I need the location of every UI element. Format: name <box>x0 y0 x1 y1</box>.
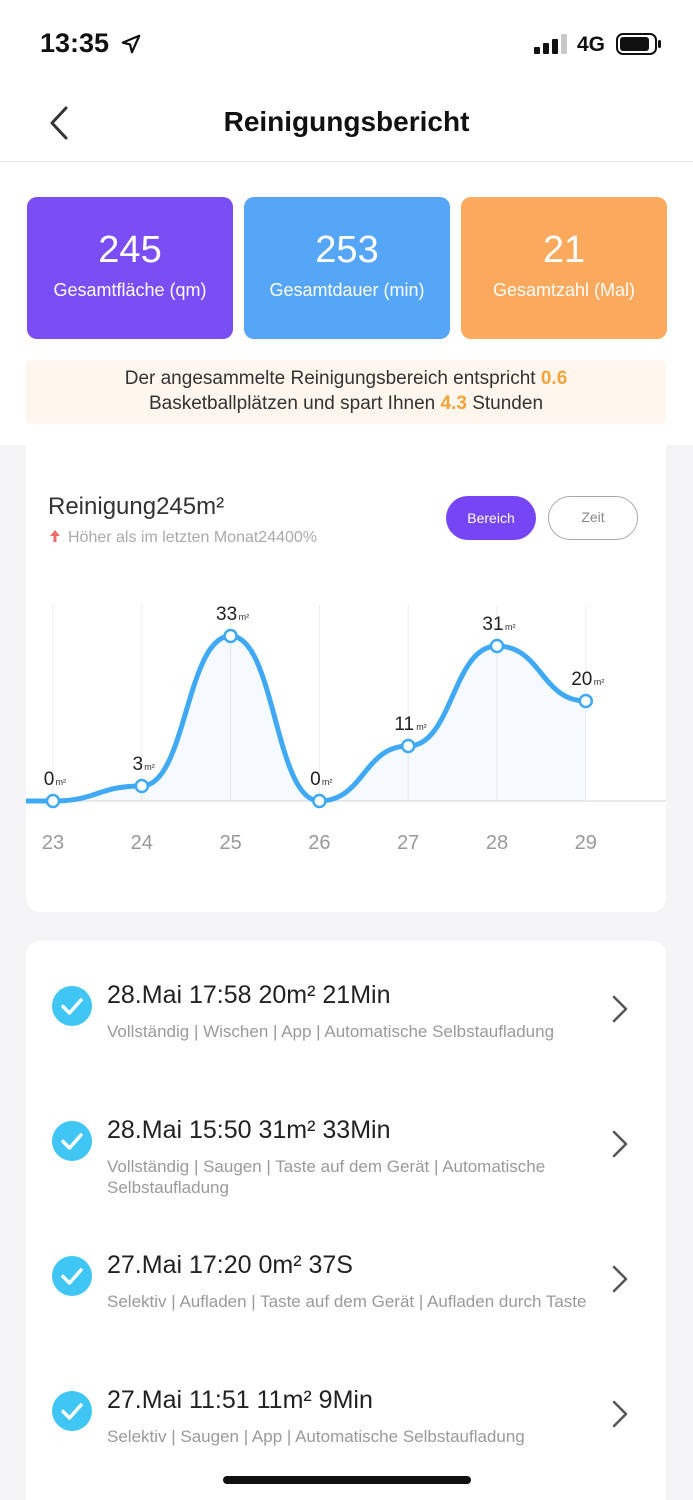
x-tick-label: 29 <box>575 832 597 854</box>
record-title: 28.Mai 17:58 20m² 21Min <box>107 981 391 1009</box>
chevron-right-icon <box>612 1400 628 1428</box>
stat-label: Gesamtdauer (min) <box>269 280 425 300</box>
stat-card-total-area: 245 Gesamtfläche (qm) <box>27 197 233 339</box>
back-button[interactable] <box>38 102 82 146</box>
x-tick-label: 24 <box>131 832 153 854</box>
data-label: 31 <box>482 614 503 635</box>
record-details: Selektiv | Saugen | App | Automatische S… <box>107 1427 525 1446</box>
x-tick-label: 28 <box>486 832 508 854</box>
stat-label: Gesamtfläche (qm) <box>53 280 207 300</box>
banner-text: Basketballplätzen und spart Ihnen <box>148 393 436 414</box>
record-details: Vollständig | Saugen | Taste auf dem Ger… <box>107 1157 546 1197</box>
data-point <box>45 793 61 809</box>
tab-time[interactable]: Zeit <box>548 496 638 540</box>
home-indicator <box>223 1476 471 1484</box>
network-type: 4G <box>577 33 606 56</box>
trend-up-icon <box>50 530 60 542</box>
tab-area[interactable]: Bereich <box>446 496 536 540</box>
check-circle-icon <box>52 1256 92 1296</box>
cellular-signal-icon <box>534 34 567 54</box>
series-area <box>26 636 586 801</box>
banner-text: Stunden <box>472 393 544 414</box>
record-title: 27.Mai 17:20 0m² 37S <box>107 1251 353 1279</box>
data-point <box>223 628 238 644</box>
records-list: 28.Mai 17:58 20m² 21Min Vollständig | Wi… <box>26 941 666 1500</box>
data-label-unit: m² <box>594 677 605 687</box>
record-details: Selektiv | Aufladen | Taste auf dem Gerä… <box>107 1292 587 1311</box>
navigation-bar: Reinigungsbericht <box>0 88 693 162</box>
check-circle-icon <box>52 1121 92 1161</box>
stat-label: Gesamtzahl (Mal) <box>492 280 636 300</box>
data-label: 11 <box>394 714 414 735</box>
status-bar: 13:35 4G <box>0 0 693 88</box>
data-label: 20 <box>571 669 592 690</box>
location-arrow-icon <box>121 34 141 54</box>
x-tick-label: 25 <box>219 832 241 854</box>
stat-card-total-duration: 253 Gesamtdauer (min) <box>244 197 450 339</box>
x-tick-label: 27 <box>397 832 419 854</box>
data-point <box>312 793 327 809</box>
x-tick-label: 26 <box>308 832 330 854</box>
record-details: Vollständig | Wischen | App | Automatisc… <box>107 1022 555 1041</box>
data-label-unit: m² <box>505 622 516 632</box>
stat-value: 21 <box>542 229 586 271</box>
info-banner: Der angesammelte Reinigungsbereich entsp… <box>26 360 666 424</box>
check-circle-icon <box>52 986 92 1026</box>
summary-section: 245 Gesamtfläche (qm) 253 Gesamtdauer (m… <box>0 162 693 445</box>
stat-value: 245 <box>98 229 162 271</box>
data-point <box>134 778 150 794</box>
record-title: 27.Mai 11:51 11m² 9Min <box>107 1386 373 1414</box>
chevron-right-icon <box>612 1265 628 1293</box>
banner-courts-value: 0.6 <box>540 368 568 389</box>
banner-text: Der angesammelte Reinigungsbereich entsp… <box>124 368 536 389</box>
data-label: 3 <box>133 754 144 775</box>
chevron-right-icon <box>612 1130 628 1158</box>
list-item[interactable]: 27.Mai 17:20 0m² 37S Selektiv | Aufladen… <box>26 1211 666 1341</box>
data-label-unit: m² <box>322 777 333 787</box>
data-point <box>489 638 505 654</box>
stat-card-total-count: 21 Gesamtzahl (Mal) <box>461 197 667 339</box>
list-item[interactable]: 28.Mai 17:58 20m² 21Min Vollständig | Wi… <box>26 941 666 1071</box>
banner-hours-value: 4.3 <box>440 393 467 414</box>
data-point <box>400 738 416 754</box>
list-item[interactable]: 28.Mai 15:50 31m² 33Min Vollständig | Sa… <box>26 1076 666 1206</box>
data-label: 0 <box>44 769 55 790</box>
status-time: 13:35 <box>40 28 110 58</box>
data-label-unit: m² <box>144 762 155 772</box>
data-point <box>578 693 594 709</box>
check-circle-icon <box>52 1391 92 1431</box>
chevron-right-icon <box>612 995 628 1023</box>
record-title: 28.Mai 15:50 31m² 33Min <box>107 1116 391 1144</box>
data-label-unit: m² <box>239 612 250 622</box>
chart-title: Reinigung245m² <box>48 493 225 520</box>
comparison-text: Höher als im letzten Monat24400% <box>48 529 317 547</box>
data-label: 33 <box>216 604 237 625</box>
data-label-unit: m² <box>416 722 427 732</box>
data-label-unit: m² <box>56 777 67 787</box>
stat-value: 253 <box>315 229 379 271</box>
x-tick-label: 23 <box>42 832 64 854</box>
list-item[interactable]: 27.Mai 11:51 11m² 9Min Selektiv | Saugen… <box>26 1346 666 1476</box>
chart-card: Reinigung245m² Höher als im letzten Mona… <box>26 445 666 912</box>
comparison-label: Höher als im letzten Monat24400% <box>68 529 318 546</box>
page-title: Reinigungsbericht <box>223 106 470 137</box>
battery-icon <box>616 33 661 55</box>
data-label: 0 <box>310 769 321 790</box>
